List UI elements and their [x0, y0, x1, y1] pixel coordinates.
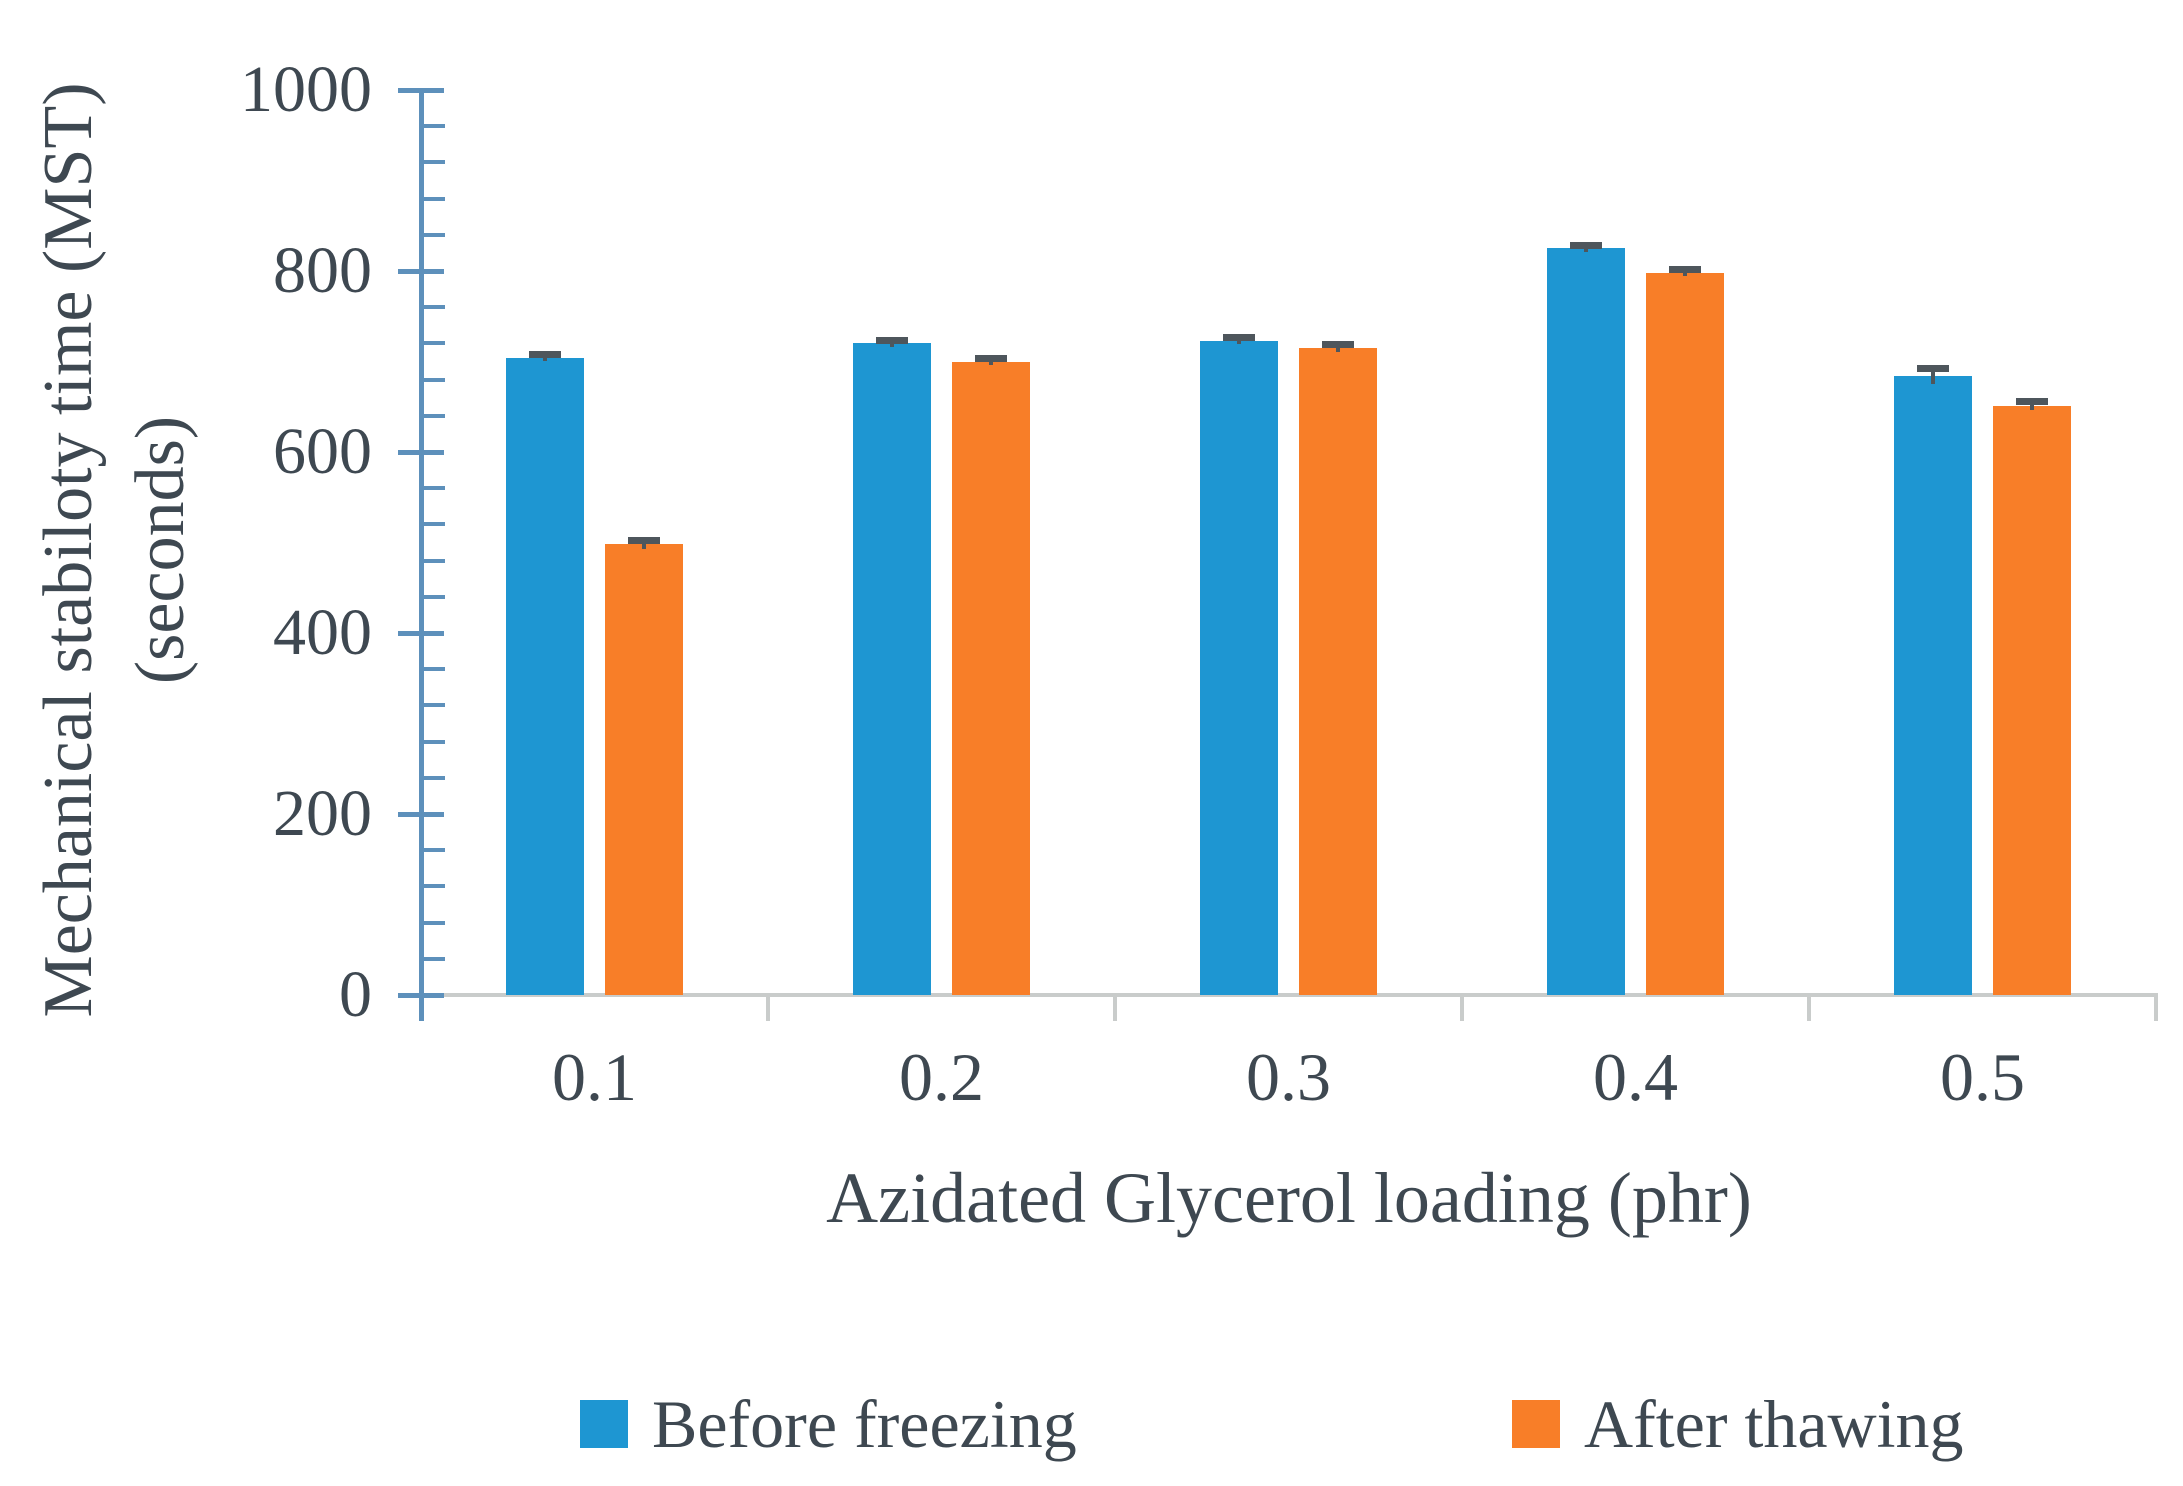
error-bar-cap [1917, 364, 1949, 372]
error-bar-whisker [2030, 401, 2034, 411]
bar-after-thawing-0.5 [1993, 405, 2071, 995]
y-minor-tick [424, 594, 445, 599]
y-minor-tick [424, 956, 445, 961]
legend-item-after-thawing: After thawing [1512, 1386, 1964, 1462]
x-category-separator-tick [1113, 995, 1117, 1021]
bar-after-thawing-0.4 [1646, 272, 1724, 995]
y-major-tick [398, 630, 444, 636]
y-major-tick [398, 87, 444, 93]
y-minor-tick [424, 884, 445, 889]
error-bar-cap [1669, 266, 1701, 274]
bar-before-freezing-0.4 [1547, 248, 1625, 995]
bar-before-freezing-0.5 [1894, 375, 1972, 995]
y-tick-label: 1000 [240, 53, 372, 126]
y-major-tick [398, 992, 444, 998]
x-axis-line [405, 993, 2158, 997]
y-minor-tick [424, 413, 445, 418]
y-tick-label: 600 [273, 415, 372, 488]
x-category-separator-tick [2154, 995, 2158, 1021]
y-minor-tick [424, 160, 445, 165]
legend-swatch-after-thawing [1512, 1400, 1560, 1448]
y-minor-tick [424, 920, 445, 925]
bar-before-freezing-0.3 [1200, 340, 1278, 995]
x-tick-label: 0.3 [1246, 1039, 1331, 1115]
bar-before-freezing-0.1 [506, 357, 584, 995]
legend-item-before-freezing: Before freezing [580, 1386, 1077, 1462]
y-tick-label: 400 [273, 596, 372, 669]
y-minor-tick [424, 739, 445, 744]
y-tick-label: 800 [273, 234, 372, 307]
y-major-tick [398, 811, 444, 817]
x-axis-title: Azidated Glycerol loading (phr) [826, 1158, 1752, 1238]
y-minor-tick [424, 232, 445, 237]
error-bar-cap [628, 536, 660, 544]
y-axis-title-line1: Mechanical stabiloty time (MST) [30, 82, 107, 1018]
bar-after-thawing-0.1 [605, 544, 683, 995]
y-axis-title: Mechanical stabiloty time (MST) (seconds… [23, 0, 213, 1100]
y-minor-tick [424, 775, 445, 780]
y-minor-tick [424, 703, 445, 708]
y-major-tick [398, 268, 444, 274]
x-tick-label: 0.4 [1593, 1039, 1678, 1115]
y-minor-tick [424, 486, 445, 491]
y-minor-tick [424, 377, 445, 382]
y-axis-line [419, 90, 424, 1021]
error-bar-cap [529, 351, 561, 359]
error-bar-cap [1223, 334, 1255, 342]
y-tick-label: 200 [273, 777, 372, 850]
error-bar-cap [1570, 241, 1602, 249]
x-category-separator-tick [1460, 995, 1464, 1021]
y-minor-tick [424, 341, 445, 346]
legend-label-before-freezing: Before freezing [652, 1386, 1077, 1462]
y-minor-tick [424, 196, 445, 201]
legend-swatch-before-freezing [580, 1400, 628, 1448]
y-major-tick [398, 449, 444, 455]
x-category-separator-tick [1807, 995, 1811, 1021]
y-minor-tick [424, 124, 445, 129]
x-category-separator-tick [766, 995, 770, 1021]
bar-after-thawing-0.3 [1299, 347, 1377, 995]
error-bar-cap [1322, 341, 1354, 349]
y-minor-tick [424, 522, 445, 527]
plot-area [421, 90, 2156, 995]
legend-label-after-thawing: After thawing [1584, 1386, 1964, 1462]
y-minor-tick [424, 558, 445, 563]
x-tick-label: 0.5 [1940, 1039, 2025, 1115]
error-bar-cap [2016, 398, 2048, 406]
y-tick-label: 0 [339, 958, 372, 1031]
x-tick-label: 0.1 [552, 1039, 637, 1115]
y-axis-title-line2: (seconds) [122, 415, 199, 685]
error-bar-whisker [642, 539, 646, 549]
bar-before-freezing-0.2 [853, 343, 931, 995]
error-bar-cap [975, 354, 1007, 362]
bar-after-thawing-0.2 [952, 361, 1030, 995]
y-minor-tick [424, 667, 445, 672]
y-minor-tick [424, 305, 445, 310]
y-minor-tick [424, 848, 445, 853]
error-bar-whisker [1931, 367, 1935, 385]
error-bar-cap [876, 336, 908, 344]
x-tick-label: 0.2 [899, 1039, 984, 1115]
